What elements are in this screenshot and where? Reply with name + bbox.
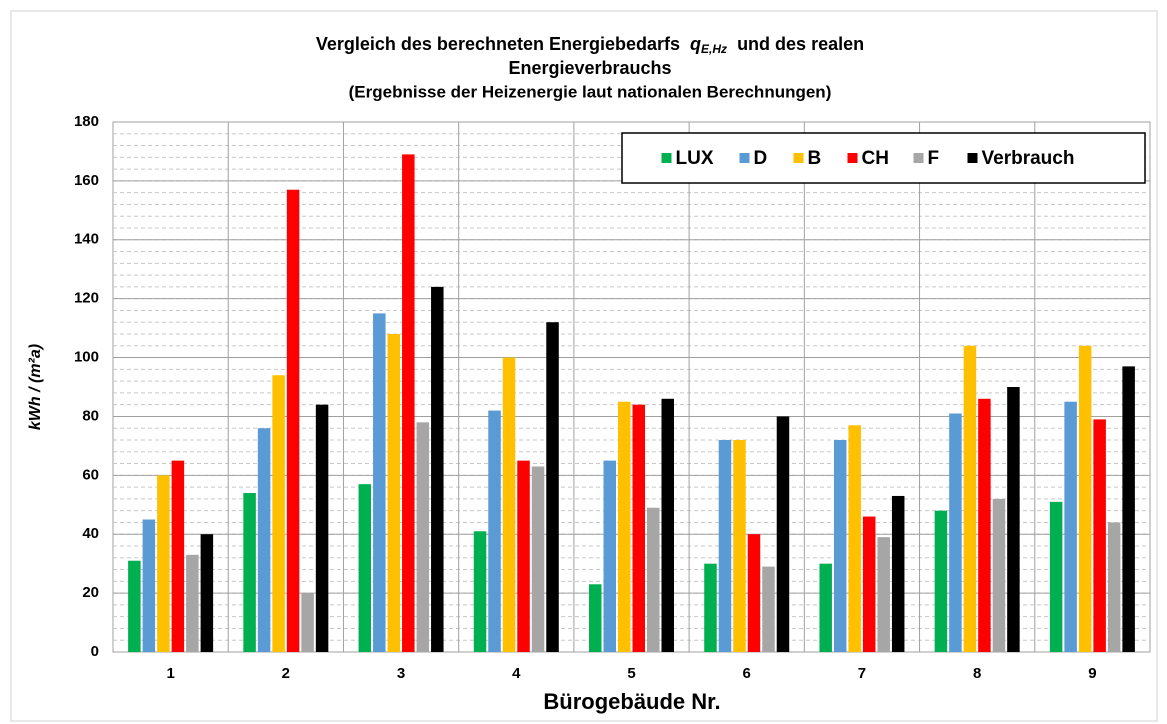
legend-label: F bbox=[928, 148, 940, 169]
bar bbox=[373, 313, 386, 652]
bar bbox=[186, 554, 199, 652]
bar bbox=[1007, 387, 1020, 652]
x-tick-label: 1 bbox=[166, 665, 174, 682]
title-symbol: q bbox=[690, 34, 701, 54]
y-tick-label: 160 bbox=[74, 172, 99, 189]
bar bbox=[704, 563, 717, 652]
bar bbox=[243, 493, 256, 652]
bar bbox=[647, 507, 660, 652]
bar bbox=[157, 475, 170, 652]
bar bbox=[1122, 366, 1135, 652]
title-part: und des realen bbox=[737, 34, 864, 54]
bar bbox=[661, 398, 674, 652]
bar bbox=[531, 466, 545, 652]
y-axis-label: kWh / (m²a) bbox=[27, 344, 44, 430]
bar bbox=[618, 401, 631, 652]
legend-label: B bbox=[808, 148, 822, 169]
bar bbox=[992, 498, 1006, 652]
bar bbox=[286, 189, 300, 652]
legend-label: Verbrauch bbox=[982, 148, 1075, 169]
bar bbox=[272, 375, 285, 652]
bar bbox=[128, 560, 141, 652]
legend-swatch bbox=[913, 153, 924, 163]
legend-label: D bbox=[754, 148, 768, 169]
bar bbox=[1093, 419, 1106, 652]
bar bbox=[762, 566, 775, 652]
y-tick-label: 0 bbox=[91, 643, 99, 660]
x-tick-label: 5 bbox=[627, 665, 635, 682]
x-tick-label: 4 bbox=[512, 665, 521, 682]
y-tick-label: 40 bbox=[82, 525, 99, 542]
bar bbox=[502, 357, 516, 652]
chart-title: Vergleich des berechneten Energiebedarfs… bbox=[316, 34, 864, 59]
bar bbox=[978, 398, 991, 652]
chart-subtitle: (Ergebnisse der Heizenergie laut nationa… bbox=[349, 82, 832, 101]
x-tick-label: 3 bbox=[397, 665, 405, 682]
bar bbox=[963, 345, 977, 652]
plot-area bbox=[112, 121, 1151, 653]
legend-swatch bbox=[739, 153, 750, 163]
bar bbox=[934, 510, 948, 652]
y-tick-label: 60 bbox=[82, 466, 99, 483]
bar bbox=[488, 410, 501, 652]
legend-swatch bbox=[661, 153, 672, 163]
chart-title-line2: Energieverbrauchs bbox=[508, 58, 671, 78]
y-tick-label: 20 bbox=[82, 584, 99, 601]
legend-label: LUX bbox=[676, 148, 714, 169]
bar bbox=[632, 404, 645, 652]
title-part: Vergleich des berechneten Energiebedarfs bbox=[316, 34, 680, 54]
bar bbox=[603, 460, 616, 652]
y-tick-label: 80 bbox=[82, 407, 99, 424]
y-tick-label: 100 bbox=[74, 349, 99, 366]
x-tick-label: 6 bbox=[743, 665, 751, 682]
bar bbox=[819, 563, 832, 652]
x-tick-label: 7 bbox=[858, 665, 866, 682]
bar bbox=[257, 428, 271, 652]
bar bbox=[776, 416, 790, 652]
bar bbox=[1078, 345, 1092, 652]
legend-box bbox=[621, 132, 1146, 184]
bar bbox=[718, 440, 732, 652]
bar bbox=[877, 537, 890, 652]
y-tick-label: 180 bbox=[74, 113, 99, 130]
legend-swatch bbox=[793, 153, 804, 163]
bar bbox=[142, 519, 156, 652]
bar bbox=[862, 516, 876, 652]
bar bbox=[387, 334, 401, 652]
bar bbox=[431, 286, 444, 652]
bar bbox=[315, 404, 329, 652]
bar bbox=[949, 413, 962, 652]
bar bbox=[848, 425, 861, 652]
bar bbox=[416, 422, 430, 652]
bar bbox=[1064, 401, 1077, 652]
bar bbox=[301, 593, 314, 652]
y-tick-label: 140 bbox=[74, 231, 99, 248]
bar bbox=[171, 460, 185, 652]
legend-swatch bbox=[967, 153, 978, 163]
title-subscript: E,Hz bbox=[701, 42, 727, 56]
x-axis-label: Bürogebäude Nr. bbox=[543, 689, 720, 714]
bar bbox=[402, 154, 415, 652]
bar bbox=[891, 495, 905, 652]
bar bbox=[1049, 501, 1063, 652]
bar bbox=[589, 584, 602, 652]
bar bbox=[733, 440, 746, 652]
bar bbox=[546, 322, 559, 652]
legend-label: CH bbox=[862, 148, 889, 169]
legend-swatch bbox=[847, 153, 858, 163]
x-tick-label: 8 bbox=[973, 665, 981, 682]
bar bbox=[200, 534, 214, 652]
bar bbox=[1107, 522, 1121, 652]
x-tick-label: 2 bbox=[282, 665, 290, 682]
x-tick-label: 9 bbox=[1088, 665, 1096, 682]
bar bbox=[833, 440, 847, 652]
bar bbox=[747, 534, 761, 652]
bar bbox=[358, 484, 372, 652]
bar bbox=[473, 531, 487, 652]
y-tick-label: 120 bbox=[74, 290, 99, 307]
bar bbox=[517, 460, 530, 652]
